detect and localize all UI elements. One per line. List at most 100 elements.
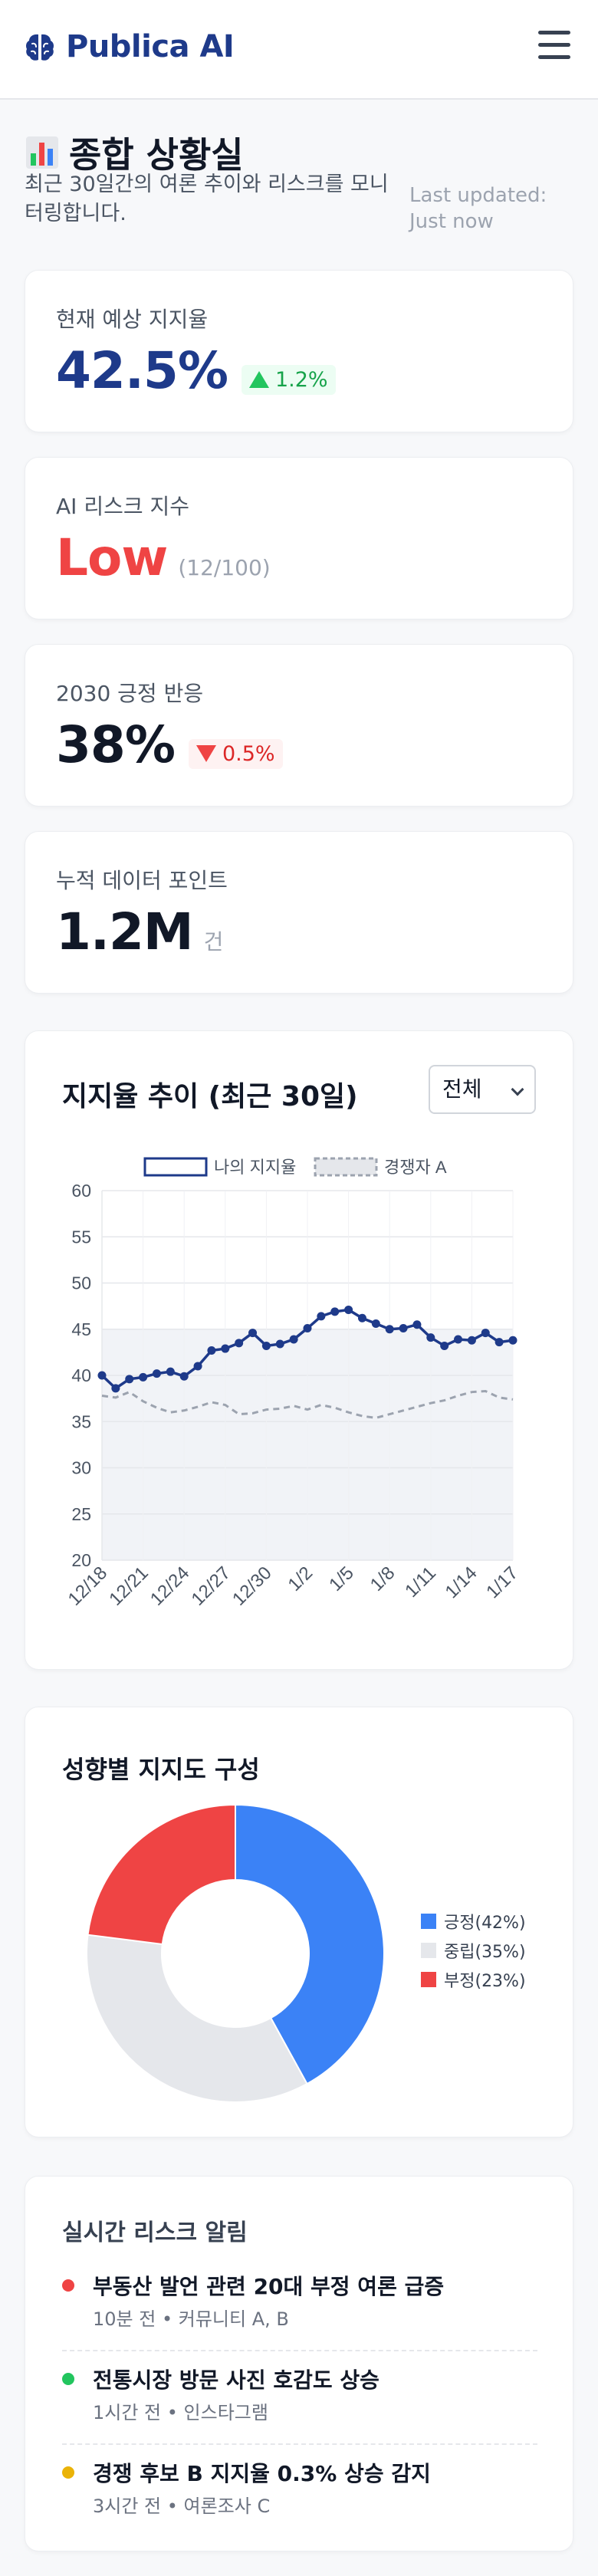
stat-label: 현재 예상 지지율 [56, 307, 209, 332]
donut-chart [86, 1803, 385, 2103]
data-point [495, 1338, 504, 1347]
alert-status-dot [62, 2466, 74, 2479]
composition-card: 성향별 지지도 구성 긍정(42%) 중립(35%) 부정(23%) [25, 1707, 573, 2137]
alert-item[interactable]: 부동산 발언 관련 20대 부정 여론 급증 10분 전 • 커뮤니티 A, B [62, 2258, 537, 2351]
legend-label: 부정(23%) [444, 1972, 526, 1991]
y-tick-label: 45 [71, 1319, 91, 1339]
legend-swatch [421, 1914, 436, 1929]
data-point [440, 1341, 449, 1350]
chart-title: 지지율 추이 (최근 30일) [62, 1081, 358, 1112]
data-point [152, 1369, 161, 1378]
period-filter-select[interactable]: 전체 [429, 1065, 536, 1114]
data-point [508, 1336, 518, 1345]
y-tick-label: 25 [71, 1504, 91, 1524]
y-tick-label: 60 [71, 1181, 91, 1201]
legend-item-1: 긍정(42%) [421, 1907, 526, 1936]
stat-card-datapoints: 누적 데이터 포인트 1.2M 건 [25, 831, 573, 994]
series-line-competitor [101, 1389, 514, 1419]
alert-status-dot [62, 2373, 74, 2385]
alert-title: 부동산 발언 관련 20대 부정 여론 급증 [93, 2274, 445, 2299]
data-point [454, 1335, 463, 1344]
legend-swatch-2 [314, 1157, 378, 1177]
donut-legend: 긍정(42%) 중립(35%) 부정(23%) [421, 1907, 526, 1994]
data-point [371, 1319, 380, 1329]
chart-title: 성향별 지지도 구성 [62, 1755, 260, 1784]
data-point [193, 1362, 202, 1371]
y-tick-label: 30 [71, 1458, 91, 1478]
stat-value: 42.5% [56, 341, 228, 400]
legend-label-2: 경쟁자 A [384, 1158, 447, 1177]
stat-card-risk: AI 리스크 지수 Low (12/100) [25, 457, 573, 619]
x-tick-label: 12/24 [146, 1562, 194, 1610]
stat-label: 누적 데이터 포인트 [56, 868, 228, 893]
data-point [248, 1329, 258, 1338]
line-chart: 나의 지지율 경쟁자 A20253035404550556012/1812/211… [64, 1157, 522, 1610]
legend-swatch [421, 1972, 436, 1987]
donut-slice-1 [235, 1803, 385, 2085]
y-tick-label: 50 [71, 1273, 91, 1293]
data-point [275, 1339, 284, 1349]
data-point [179, 1372, 189, 1381]
page-title-text: 종합 상황실 [69, 134, 244, 176]
change-badge-up: 1.2% [241, 364, 336, 395]
brand[interactable]: Publica AI [23, 29, 235, 64]
data-point [139, 1372, 148, 1382]
data-point [221, 1344, 230, 1353]
data-point [111, 1384, 120, 1393]
data-point [481, 1329, 490, 1338]
brand-name: Publica AI [66, 29, 235, 64]
y-tick-label: 40 [71, 1365, 91, 1385]
alert-meta: 3시간 전 • 여론조사 C [93, 2496, 271, 2517]
data-point [467, 1336, 476, 1345]
data-point [166, 1367, 175, 1376]
data-point [261, 1341, 271, 1350]
arrow-up-icon [248, 371, 269, 388]
trend-chart-card: 지지율 추이 (최근 30일) 전체 나의 지지율 경쟁자 A 20 25 30 35 40… [25, 1030, 573, 1670]
x-tick-label: 1/8 [366, 1562, 399, 1595]
alert-item[interactable]: 경쟁 후보 B 지지율 0.3% 상승 감지 3시간 전 • 여론조사 C [62, 2445, 537, 2538]
legend-swatch [421, 1943, 436, 1958]
data-point [207, 1346, 216, 1355]
x-tick-label: 1/14 [442, 1562, 481, 1602]
bar-chart-icon [26, 136, 58, 169]
select-value: 전체 [442, 1076, 482, 1102]
stat-value: Low [56, 528, 168, 587]
data-point [330, 1307, 340, 1316]
x-tick-label: 12/27 [187, 1562, 235, 1610]
legend-swatch-1 [143, 1157, 208, 1177]
legend-label: 중립(35%) [444, 1943, 526, 1962]
stat-card-support: 현재 예상 지지율 42.5% 1.2% [25, 270, 573, 432]
donut-slice-2 [86, 1934, 308, 2103]
y-tick-label: 55 [71, 1227, 91, 1247]
y-tick-label: 20 [71, 1550, 91, 1570]
x-tick-label: 12/21 [105, 1562, 153, 1610]
app-header: Publica AI [0, 0, 598, 100]
stat-value: 38% [56, 715, 176, 774]
data-point [426, 1333, 435, 1342]
alert-item[interactable]: 전통시장 방문 사진 호감도 상승 1시간 전 • 인스타그램 [62, 2351, 537, 2445]
page-title: 종합 상황실 [25, 127, 244, 178]
donut-slice-3 [87, 1803, 236, 1946]
data-point [97, 1371, 107, 1380]
alert-title: 전통시장 방문 사진 호감도 상승 [93, 2367, 380, 2393]
x-tick-label: 12/30 [228, 1562, 276, 1610]
data-point [385, 1325, 394, 1334]
change-badge-down: 0.5% [188, 738, 283, 769]
alert-title: 경쟁 후보 B 지지율 0.3% 상승 감지 [93, 2461, 431, 2486]
page-subtitle: 최근 30일간의 여론 추이와 리스크를 모니터링합니다. [25, 172, 389, 225]
brain-icon [26, 34, 54, 61]
stat-value: 1.2M [56, 902, 194, 961]
x-tick-label: 1/17 [482, 1562, 522, 1602]
legend-label: 긍정(42%) [444, 1914, 526, 1933]
stat-unit: 건 [203, 929, 224, 955]
hamburger-menu-icon[interactable] [538, 31, 573, 63]
stat-card-2030: 2030 긍정 반응 38% 0.5% [25, 644, 573, 807]
chart-legend: 나의 지지율 경쟁자 A [143, 1157, 447, 1177]
x-tick-label: 1/2 [284, 1562, 317, 1595]
last-updated: Last updated: Just now [409, 184, 547, 233]
y-tick-label: 35 [71, 1411, 91, 1431]
data-point [412, 1320, 422, 1329]
risk-alerts-card: 실시간 리스크 알림 부동산 발언 관련 20대 부정 여론 급증 10분 전 … [25, 2176, 573, 2551]
alert-status-dot [62, 2279, 74, 2292]
data-point [357, 1313, 366, 1322]
